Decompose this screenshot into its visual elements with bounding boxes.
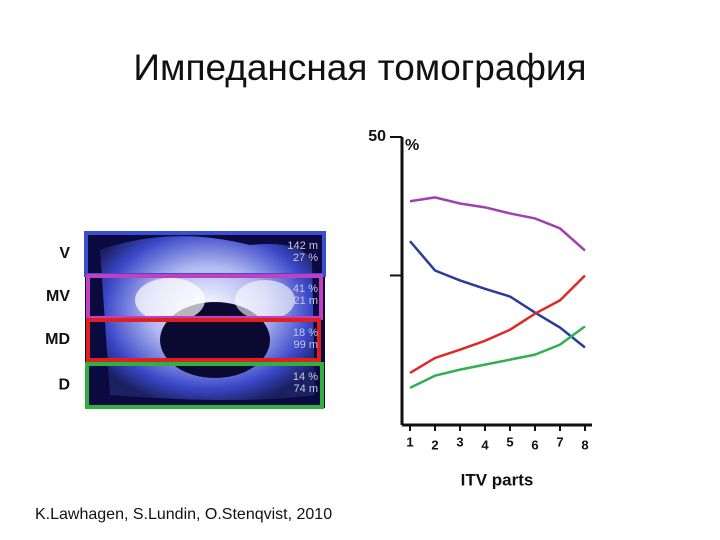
slide-title: Импедансная томография xyxy=(133,47,586,88)
x-tick-label: 3 xyxy=(456,434,463,449)
citation: K.Lawhagen, S.Lundin, O.Stenqvist, 2010 xyxy=(35,506,332,523)
x-tick-label: 7 xyxy=(556,434,563,449)
x-axis-label: ITV parts xyxy=(461,470,534,489)
region-info: 142 m xyxy=(287,240,318,252)
region-info: 41 % xyxy=(293,283,318,295)
series-line xyxy=(409,240,586,349)
y-tick-label: 50 xyxy=(368,128,386,145)
region-label: D xyxy=(58,377,70,394)
series-line xyxy=(409,196,586,252)
x-tick-label: 1 xyxy=(406,434,413,449)
region-info: 27 % xyxy=(293,252,318,264)
region-info: 74 m xyxy=(294,383,318,395)
x-tick-label: 8 xyxy=(581,437,588,452)
region-info: 14 % xyxy=(293,371,318,383)
y-axis-label: % xyxy=(405,137,419,154)
series-line xyxy=(409,274,586,375)
region-box xyxy=(85,362,324,409)
x-tick-label: 2 xyxy=(431,437,438,452)
region-info: 221 m xyxy=(287,295,318,307)
x-tick-label: 6 xyxy=(531,437,538,452)
region-info: 18 % xyxy=(293,327,318,339)
region-label: MD xyxy=(45,331,70,348)
region-info: 99 m xyxy=(294,339,318,351)
x-tick-label: 4 xyxy=(481,437,489,452)
region-label: V xyxy=(59,245,70,262)
series-line xyxy=(409,325,586,390)
region-box xyxy=(86,318,321,362)
region-label: MV xyxy=(46,288,70,305)
x-tick-label: 5 xyxy=(506,434,513,449)
